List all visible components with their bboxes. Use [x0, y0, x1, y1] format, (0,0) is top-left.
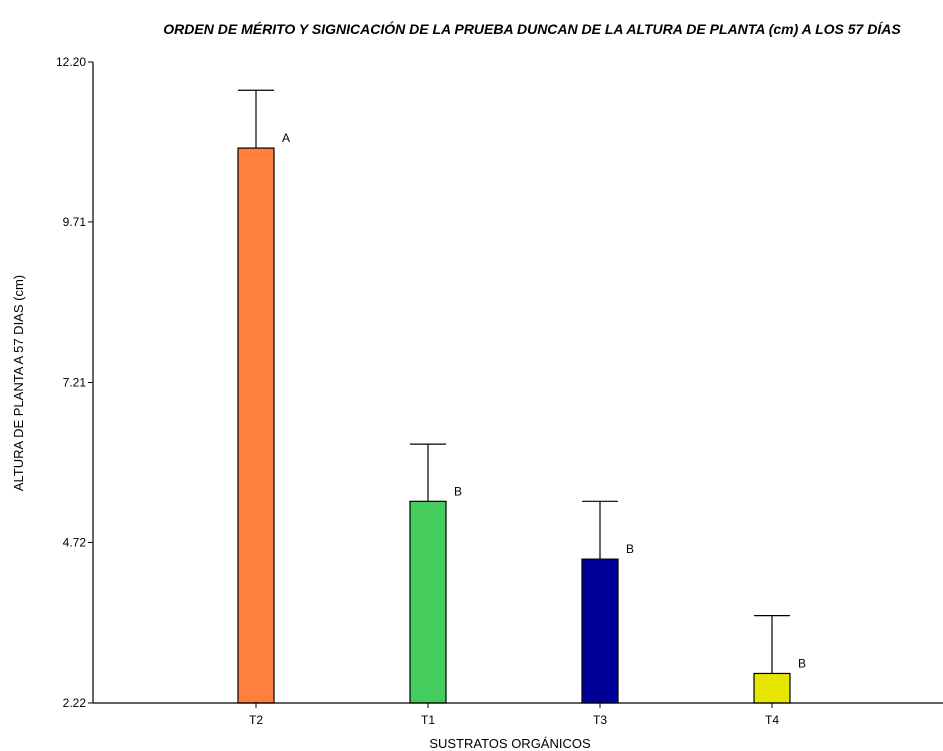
bar-t2: [237, 147, 275, 704]
duncan-group-label: B: [626, 542, 634, 556]
bar-t1: [409, 500, 447, 704]
bar-t4: [753, 672, 791, 704]
x-tick-label: T1: [421, 713, 435, 727]
y-tick-label: 9.71: [63, 215, 87, 229]
y-tick-label: 4.72: [63, 535, 87, 549]
duncan-group-label: A: [282, 131, 290, 145]
y-axis-label: ALTURA DE PLANTA A 57 DIAS (cm): [11, 275, 26, 491]
chart-title: ORDEN DE MÉRITO Y SIGNICACIÓN DE LA PRUE…: [163, 20, 901, 37]
duncan-group-label: B: [798, 656, 806, 670]
bars-layer: A T2 B T1 B T3 B T4: [237, 89, 806, 727]
y-axis-ticks: 2.22 4.72 7.21 9.71 12.20: [56, 55, 93, 710]
duncan-group-label: B: [454, 484, 462, 498]
x-tick-label: T3: [593, 713, 607, 727]
y-tick-label: 12.20: [56, 55, 86, 69]
x-tick-label: T2: [249, 713, 263, 727]
bar-t3: [581, 558, 619, 704]
x-tick-label: T4: [765, 713, 779, 727]
x-axis-label: SUSTRATOS ORGÁNICOS: [429, 736, 591, 751]
y-tick-label: 7.21: [63, 376, 87, 390]
y-tick-label: 2.22: [63, 696, 87, 710]
